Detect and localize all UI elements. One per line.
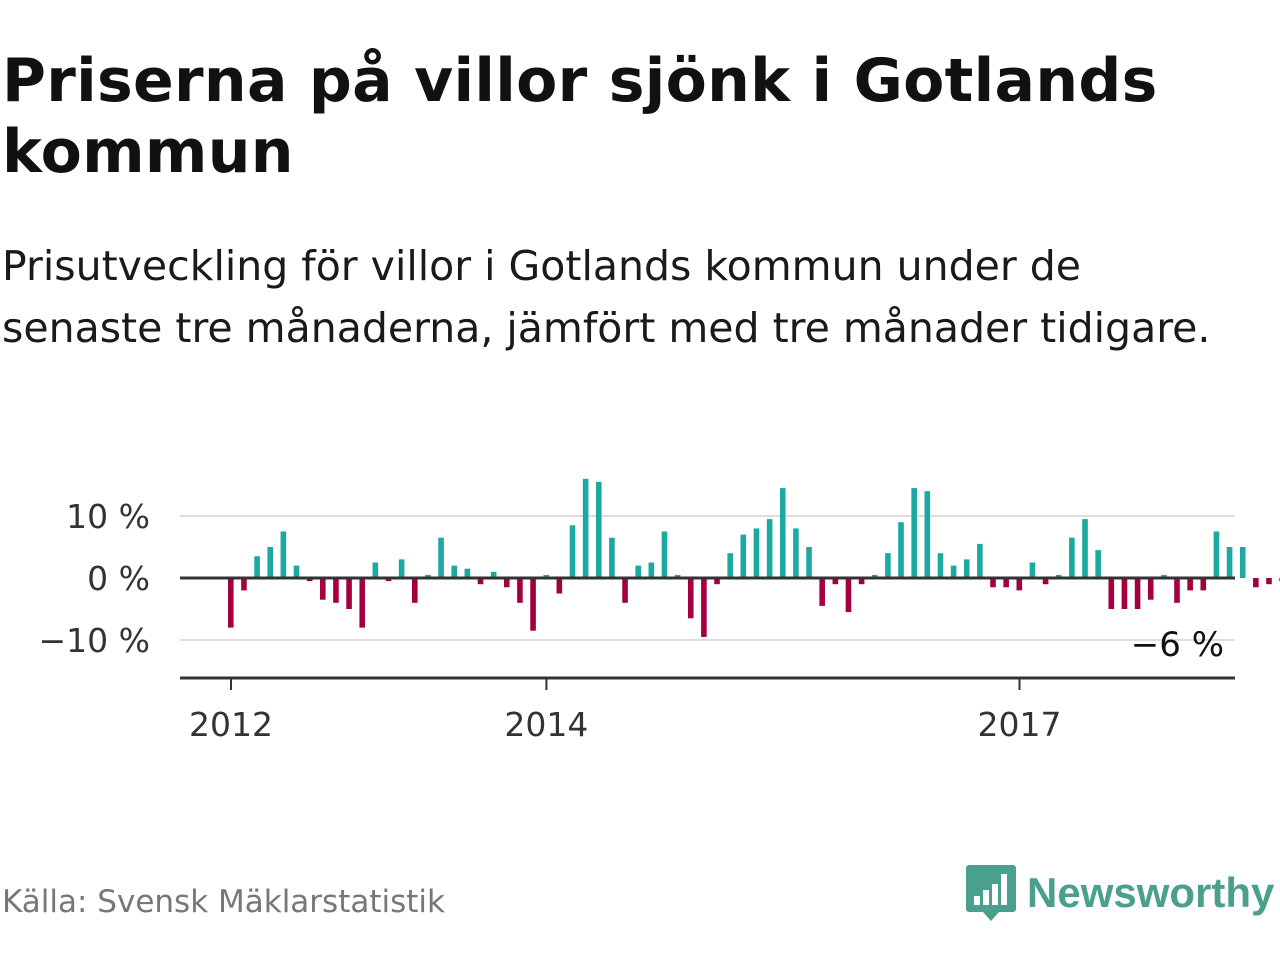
bar <box>766 519 773 578</box>
bar <box>280 531 287 578</box>
last-value-label: −6 % <box>1131 625 1224 665</box>
bar <box>425 574 431 578</box>
bar <box>1134 578 1141 609</box>
bar <box>687 578 694 619</box>
bar <box>1003 578 1009 588</box>
y-tick-label: 0 % <box>87 559 150 598</box>
newsworthy-logo-icon <box>966 865 1016 921</box>
chart-subtitle: Prisutveckling för villor i Gotlands kom… <box>2 242 1211 352</box>
chart-title: Priserna på villor sjönk i Gotlands komm… <box>2 46 1158 187</box>
bar <box>372 562 379 578</box>
bar <box>674 574 681 578</box>
source-note: Källa: Svensk Mäklarstatistik <box>2 884 445 920</box>
bar <box>1108 578 1115 609</box>
bar <box>990 578 996 588</box>
bar <box>569 525 576 578</box>
bar <box>963 559 970 578</box>
brand-name: Newsworthy <box>1027 869 1275 916</box>
bar <box>858 578 865 585</box>
brand: Newsworthy <box>965 863 1274 923</box>
bar <box>1161 574 1167 578</box>
bar <box>530 578 536 631</box>
bar <box>1253 578 1259 588</box>
axes <box>180 576 1235 690</box>
bar <box>582 478 589 578</box>
bar <box>556 578 563 594</box>
bar-chart: 10 %0 %−10 % 201220142017201920222024 −6… <box>39 478 1280 744</box>
bar <box>911 488 917 578</box>
bar <box>1266 578 1272 585</box>
bars <box>228 478 1280 637</box>
bar <box>503 578 510 588</box>
bar <box>1029 562 1036 578</box>
x-tick-label: 2012 <box>189 705 273 744</box>
bar <box>793 528 799 578</box>
x-tick-label: 2014 <box>504 705 588 744</box>
bar <box>1174 578 1180 603</box>
bar <box>1082 519 1088 578</box>
bar <box>832 578 839 585</box>
bar <box>661 531 668 578</box>
bar <box>359 578 366 628</box>
bar <box>398 559 405 578</box>
bar <box>779 488 786 578</box>
bar <box>950 565 957 578</box>
bar <box>1121 578 1128 609</box>
bar <box>924 491 931 578</box>
bar <box>1200 578 1207 591</box>
bar <box>267 547 274 578</box>
bar <box>543 574 549 578</box>
bar <box>1042 578 1049 585</box>
bar <box>385 578 392 582</box>
bar <box>937 553 944 578</box>
bar <box>451 565 458 578</box>
bar <box>1213 531 1220 578</box>
bar <box>648 562 655 578</box>
bar <box>898 522 904 578</box>
bar <box>228 578 234 628</box>
bar <box>727 553 733 578</box>
bar <box>714 578 720 585</box>
x-axis-labels: 201220142017201920222024 <box>189 705 1062 744</box>
y-tick-label: 10 % <box>66 497 150 536</box>
bar <box>241 578 247 591</box>
bar <box>411 578 418 603</box>
bar <box>622 578 628 603</box>
bar <box>1187 578 1193 591</box>
bar <box>635 565 641 578</box>
bar <box>1055 574 1062 578</box>
y-axis-labels: 10 % 0 % −10 % <box>39 497 151 660</box>
bar <box>438 537 444 578</box>
bar <box>477 578 484 585</box>
bar <box>871 574 878 578</box>
bar <box>1147 578 1154 600</box>
gridlines <box>180 515 1235 641</box>
bar <box>819 578 825 606</box>
bar <box>346 578 352 609</box>
bar <box>1239 547 1246 578</box>
bar <box>1095 550 1101 578</box>
bar <box>701 578 707 637</box>
bar <box>490 571 497 578</box>
bar <box>293 565 300 578</box>
bar <box>609 537 615 578</box>
bar <box>753 528 760 578</box>
bar <box>595 481 602 578</box>
bar <box>1016 578 1023 591</box>
bar <box>333 578 339 603</box>
bar <box>977 543 983 578</box>
bar <box>1069 537 1075 578</box>
bar <box>845 578 852 613</box>
bar <box>319 578 326 600</box>
y-tick-label: −10 % <box>39 621 151 660</box>
bar <box>806 547 812 578</box>
bar <box>740 534 747 578</box>
bar <box>1226 547 1233 578</box>
bar <box>254 556 260 578</box>
x-tick-label: 2017 <box>978 705 1062 744</box>
bar <box>517 578 523 603</box>
bar <box>885 553 891 578</box>
bar <box>464 568 471 578</box>
bar <box>306 578 313 582</box>
